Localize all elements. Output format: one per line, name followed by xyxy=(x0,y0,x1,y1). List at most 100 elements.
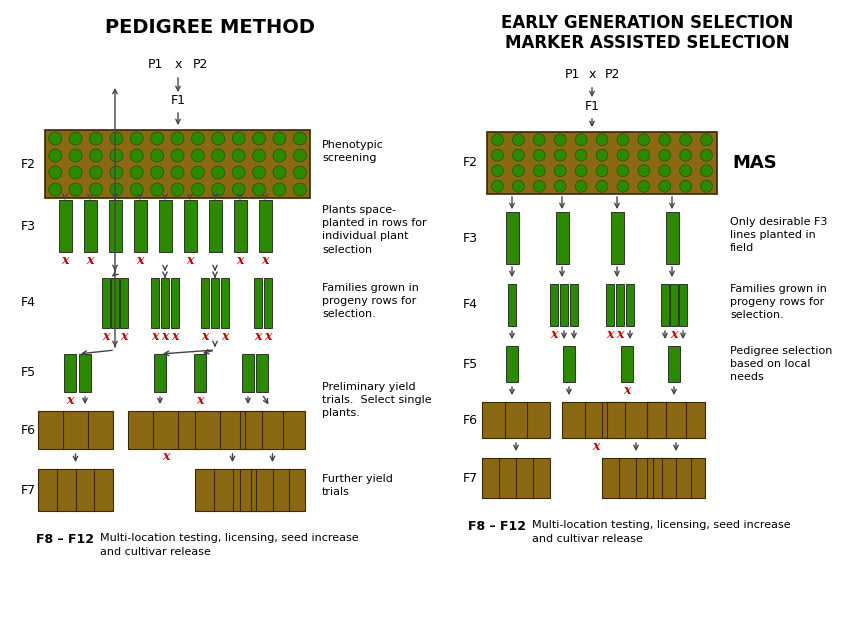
Circle shape xyxy=(512,149,524,161)
Circle shape xyxy=(110,132,123,145)
Text: x: x xyxy=(201,329,209,343)
Circle shape xyxy=(701,180,713,192)
Bar xyxy=(171,278,179,328)
Bar xyxy=(59,200,72,252)
Text: Families grown in
progeny rows for
selection.: Families grown in progeny rows for selec… xyxy=(730,284,827,321)
Bar xyxy=(120,278,128,328)
Circle shape xyxy=(701,165,713,176)
Bar xyxy=(562,402,630,438)
Text: MAS: MAS xyxy=(732,154,777,172)
Text: x: x xyxy=(254,329,262,343)
Circle shape xyxy=(212,132,225,145)
Circle shape xyxy=(492,149,504,161)
Bar xyxy=(195,469,270,511)
Circle shape xyxy=(294,183,306,196)
Circle shape xyxy=(659,180,670,192)
Text: EARLY GENERATION SELECTION: EARLY GENERATION SELECTION xyxy=(501,14,793,32)
Bar xyxy=(482,402,550,438)
Bar xyxy=(240,469,305,511)
Circle shape xyxy=(492,134,504,146)
Text: PEDIGREE METHOD: PEDIGREE METHOD xyxy=(105,18,315,37)
Text: Further yield
trials: Further yield trials xyxy=(322,474,393,497)
Bar xyxy=(647,402,705,438)
Circle shape xyxy=(555,149,566,161)
Circle shape xyxy=(555,165,566,176)
Text: Preliminary yield
trials.  Select single
plants.: Preliminary yield trials. Select single … xyxy=(322,382,432,418)
Text: x: x xyxy=(196,394,204,406)
Text: x: x xyxy=(61,253,69,266)
Circle shape xyxy=(638,165,650,176)
Circle shape xyxy=(533,134,545,146)
Bar xyxy=(679,284,687,326)
Bar xyxy=(254,278,262,328)
Circle shape xyxy=(596,165,608,176)
Circle shape xyxy=(69,183,82,196)
Bar xyxy=(79,354,91,392)
Text: x: x xyxy=(137,253,143,266)
Text: x: x xyxy=(175,59,181,71)
Circle shape xyxy=(596,180,608,192)
Circle shape xyxy=(171,149,184,162)
Circle shape xyxy=(171,132,184,145)
Circle shape xyxy=(171,183,184,196)
Text: F8 – F12: F8 – F12 xyxy=(468,520,526,533)
Circle shape xyxy=(512,134,524,146)
Bar xyxy=(482,458,550,498)
Text: Only desirable F3
lines planted in
field: Only desirable F3 lines planted in field xyxy=(730,217,828,253)
Text: F3: F3 xyxy=(21,219,36,232)
Circle shape xyxy=(69,166,82,179)
Text: Phenotypic
screening: Phenotypic screening xyxy=(322,140,384,163)
Bar xyxy=(665,212,678,264)
Bar xyxy=(264,278,272,328)
Text: x: x xyxy=(623,384,631,396)
Text: F3: F3 xyxy=(463,231,478,244)
Bar xyxy=(626,284,634,326)
Text: x: x xyxy=(187,253,194,266)
Circle shape xyxy=(69,149,82,162)
Text: F6: F6 xyxy=(463,413,478,427)
Circle shape xyxy=(575,165,587,176)
Circle shape xyxy=(638,180,650,192)
Circle shape xyxy=(659,165,670,176)
Circle shape xyxy=(659,134,670,146)
Text: x: x xyxy=(221,329,229,343)
Bar xyxy=(556,212,569,264)
Bar xyxy=(570,284,578,326)
Text: x: x xyxy=(592,440,600,452)
Text: Multi-location testing, licensing, seed increase: Multi-location testing, licensing, seed … xyxy=(532,520,791,530)
Circle shape xyxy=(90,183,103,196)
Bar xyxy=(38,411,113,449)
Text: x: x xyxy=(102,329,110,343)
Text: x: x xyxy=(151,329,159,343)
Text: F7: F7 xyxy=(463,471,478,484)
Text: and cultivar release: and cultivar release xyxy=(100,547,211,557)
Text: Families grown in
progeny rows for
selection.: Families grown in progeny rows for selec… xyxy=(322,283,419,319)
Text: x: x xyxy=(616,328,624,340)
Circle shape xyxy=(192,166,205,179)
Bar xyxy=(611,212,624,264)
Bar xyxy=(670,284,678,326)
Circle shape xyxy=(273,149,286,162)
Text: F1: F1 xyxy=(585,100,600,113)
Text: and cultivar release: and cultivar release xyxy=(532,534,643,544)
Text: Plants space-
planted in rows for
individual plant
selection: Plants space- planted in rows for indivi… xyxy=(322,205,427,255)
Bar xyxy=(505,212,518,264)
Circle shape xyxy=(150,132,163,145)
Circle shape xyxy=(575,180,587,192)
Circle shape xyxy=(252,149,265,162)
Bar xyxy=(233,200,246,252)
Circle shape xyxy=(294,132,306,145)
Circle shape xyxy=(294,166,306,179)
Bar xyxy=(84,200,97,252)
Text: F8 – F12: F8 – F12 xyxy=(36,533,94,546)
Bar xyxy=(158,200,171,252)
Bar xyxy=(563,346,575,382)
Text: x: x xyxy=(588,69,595,81)
Circle shape xyxy=(680,165,691,176)
Circle shape xyxy=(659,149,670,161)
Circle shape xyxy=(575,134,587,146)
Circle shape xyxy=(252,183,265,196)
Text: x: x xyxy=(86,253,94,266)
Bar xyxy=(134,200,147,252)
Circle shape xyxy=(150,166,163,179)
